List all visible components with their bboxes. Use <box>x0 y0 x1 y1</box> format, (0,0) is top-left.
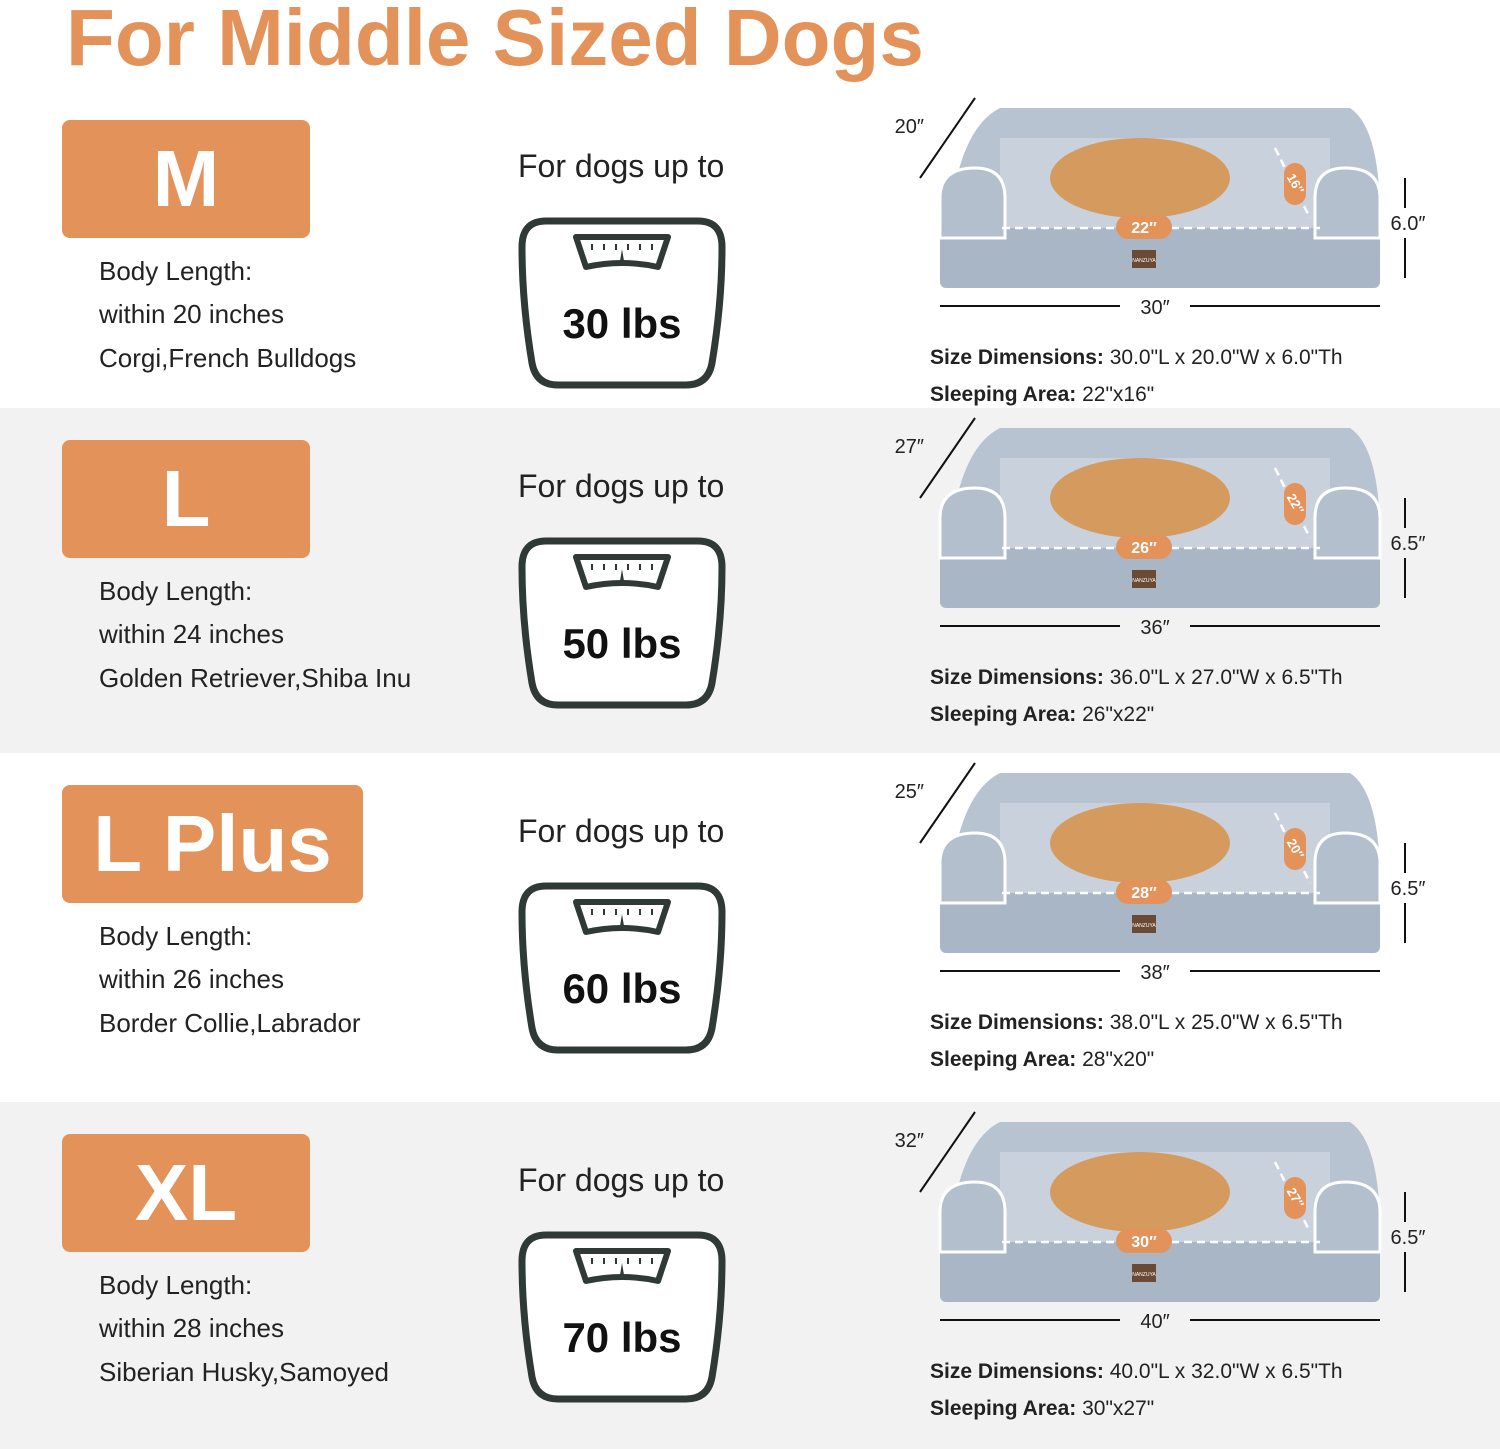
size-badge: M <box>62 120 310 238</box>
scale-icon <box>518 882 726 1054</box>
dog-image <box>1050 1152 1230 1232</box>
sleeping-area: Sleeping Area: 28"x20" <box>930 1048 1155 1071</box>
for-dogs-label: For dogs up to <box>518 468 725 504</box>
size-dimensions: Size Dimensions: 40.0"L x 32.0"W x 6.5"T… <box>930 1360 1343 1383</box>
length-label: 30″ <box>1140 297 1169 319</box>
inner-length-label: 22″ <box>1131 220 1157 237</box>
width-label: 25″ <box>895 781 924 803</box>
size-badge: XL <box>62 1134 310 1252</box>
dog-bed-illustration: 30″ 27″ NANZUYA 32″ 40″ 6.5″ <box>895 1111 1430 1333</box>
width-label: 20″ <box>895 116 924 138</box>
body-length-label: Body Length: <box>99 1270 253 1300</box>
max-weight: 60 lbs <box>562 965 682 1012</box>
dog-bed-illustration: 26″ 22″ NANZUYA 27″ 36″ 6.5″ <box>895 417 1430 639</box>
svg-text:NANZUYA: NANZUYA <box>1132 258 1156 264</box>
svg-text:NANZUYA: NANZUYA <box>1132 923 1156 929</box>
dog-bed-illustration: 22″ 16″ NANZUYA 20″ 30″ 6.0″ <box>895 97 1430 319</box>
size-row: XL Body Length: within 28 inches Siberia… <box>0 1102 1500 1449</box>
size-badge: L Plus <box>62 785 363 903</box>
breeds: Border Collie,Labrador <box>99 1008 361 1038</box>
height-label: 6.0″ <box>1391 213 1426 235</box>
for-dogs-label: For dogs up to <box>518 1162 725 1198</box>
scale-icon <box>518 1231 726 1403</box>
for-dogs-label: For dogs up to <box>518 148 725 184</box>
body-length-value: within 20 inches <box>99 299 284 329</box>
page-title: For Middle Sized Dogs <box>66 0 924 82</box>
height-label: 6.5″ <box>1391 533 1426 555</box>
breeds: Siberian Husky,Samoyed <box>99 1357 389 1387</box>
body-length-label: Body Length: <box>99 576 253 606</box>
scale-icon <box>518 537 726 709</box>
breeds: Corgi,French Bulldogs <box>99 343 357 373</box>
size-row: M Body Length: within 20 inches Corgi,Fr… <box>0 88 1500 408</box>
body-length-value: within 28 inches <box>99 1313 284 1343</box>
body-length-value: within 24 inches <box>99 619 284 649</box>
body-length-label: Body Length: <box>99 921 253 951</box>
size-dimensions: Size Dimensions: 38.0"L x 25.0"W x 6.5"T… <box>930 1011 1343 1034</box>
sleeping-area: Sleeping Area: 26"x22" <box>930 703 1155 726</box>
length-label: 38″ <box>1140 962 1169 984</box>
sleeping-area: Sleeping Area: 30"x27" <box>930 1397 1155 1420</box>
dog-image <box>1050 803 1230 883</box>
length-label: 36″ <box>1140 617 1169 639</box>
svg-text:NANZUYA: NANZUYA <box>1132 1272 1156 1278</box>
height-label: 6.5″ <box>1391 878 1426 900</box>
size-dimensions: Size Dimensions: 36.0"L x 27.0"W x 6.5"T… <box>930 666 1343 689</box>
dog-image <box>1050 138 1230 218</box>
dog-image <box>1050 458 1230 538</box>
height-label: 6.5″ <box>1391 1227 1426 1249</box>
inner-length-label: 28″ <box>1131 885 1157 902</box>
inner-length-label: 26″ <box>1131 540 1157 557</box>
max-weight: 50 lbs <box>562 620 682 667</box>
for-dogs-label: For dogs up to <box>518 813 725 849</box>
dog-bed-illustration: 28″ 20″ NANZUYA 25″ 38″ 6.5″ <box>895 762 1430 984</box>
body-length-label: Body Length: <box>99 256 253 286</box>
sleeping-area: Sleeping Area: 22"x16" <box>930 383 1155 406</box>
size-row: L Plus Body Length: within 26 inches Bor… <box>0 753 1500 1102</box>
width-label: 27″ <box>895 436 924 458</box>
size-badge: L <box>62 440 310 558</box>
size-row: L Body Length: within 24 inches Golden R… <box>0 408 1500 753</box>
breeds: Golden Retriever,Shiba Inu <box>99 663 412 693</box>
body-length-value: within 26 inches <box>99 964 284 994</box>
max-weight: 70 lbs <box>562 1314 682 1361</box>
svg-text:NANZUYA: NANZUYA <box>1132 578 1156 584</box>
length-label: 40″ <box>1140 1311 1169 1333</box>
max-weight: 30 lbs <box>562 300 682 347</box>
scale-icon <box>518 217 726 389</box>
inner-length-label: 30″ <box>1131 1234 1157 1251</box>
size-dimensions: Size Dimensions: 30.0"L x 20.0"W x 6.0"T… <box>930 346 1343 369</box>
width-label: 32″ <box>895 1130 924 1152</box>
